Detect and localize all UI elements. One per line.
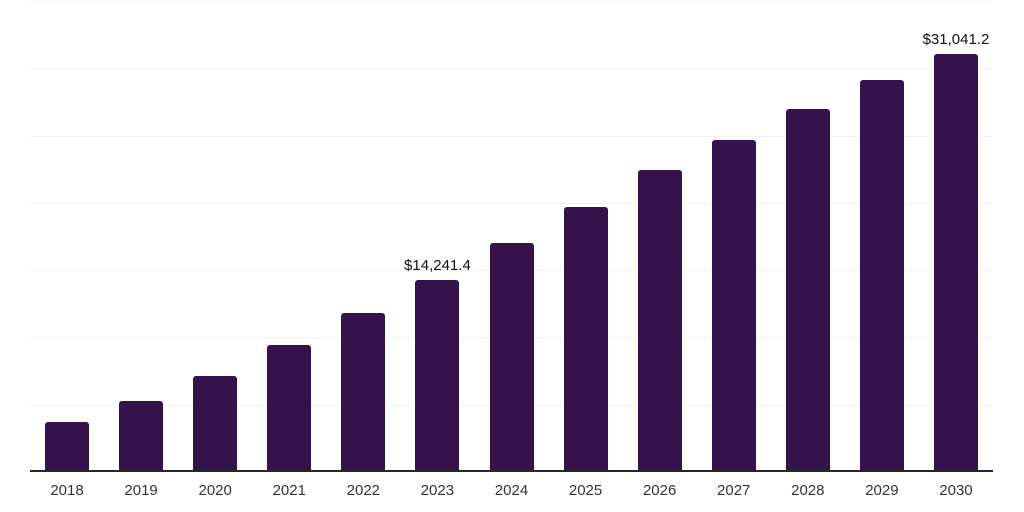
x-tick-label: 2026 — [642, 482, 677, 499]
bar — [45, 421, 90, 472]
x-tick-label: 2030 — [939, 482, 973, 499]
bar — [193, 375, 238, 472]
x-tick-label: 2021 — [272, 482, 306, 499]
bar — [711, 140, 756, 472]
x-tick-label: 2025 — [568, 482, 603, 499]
x-tick-label: 2023 — [420, 482, 455, 499]
x-tick-label: 2018 — [50, 482, 84, 499]
x-tick-label: 2029 — [865, 482, 899, 499]
plot-area: $14,241.4 $31,041.2 — [30, 1, 993, 472]
x-tick-label: 2028 — [791, 482, 825, 499]
bar-value-label: $31,041.2 — [922, 31, 990, 49]
x-tick-label: 2020 — [198, 482, 232, 499]
x-tick-label: 2022 — [346, 482, 381, 499]
bar — [859, 80, 904, 472]
bar — [341, 313, 386, 472]
bar — [785, 109, 830, 472]
x-tick-label: 2027 — [717, 482, 751, 499]
bar — [415, 280, 460, 472]
bar — [933, 54, 978, 472]
bar — [267, 344, 312, 472]
gridline — [30, 68, 993, 70]
bar — [563, 207, 608, 472]
gridline — [30, 135, 993, 137]
bar-value-label: $14,241.4 — [404, 257, 471, 275]
bar — [489, 243, 534, 472]
x-axis-line — [30, 470, 993, 472]
x-tick-label: 2024 — [494, 482, 529, 499]
gridline — [30, 1, 993, 2]
x-tick-label: 2019 — [124, 482, 158, 499]
bar — [119, 400, 164, 472]
bar — [637, 170, 682, 472]
gridline — [30, 202, 993, 204]
x-axis-labels: 2018 2019 2020 2021 2022 2023 2024 2025 2026 2027… — [30, 482, 993, 504]
